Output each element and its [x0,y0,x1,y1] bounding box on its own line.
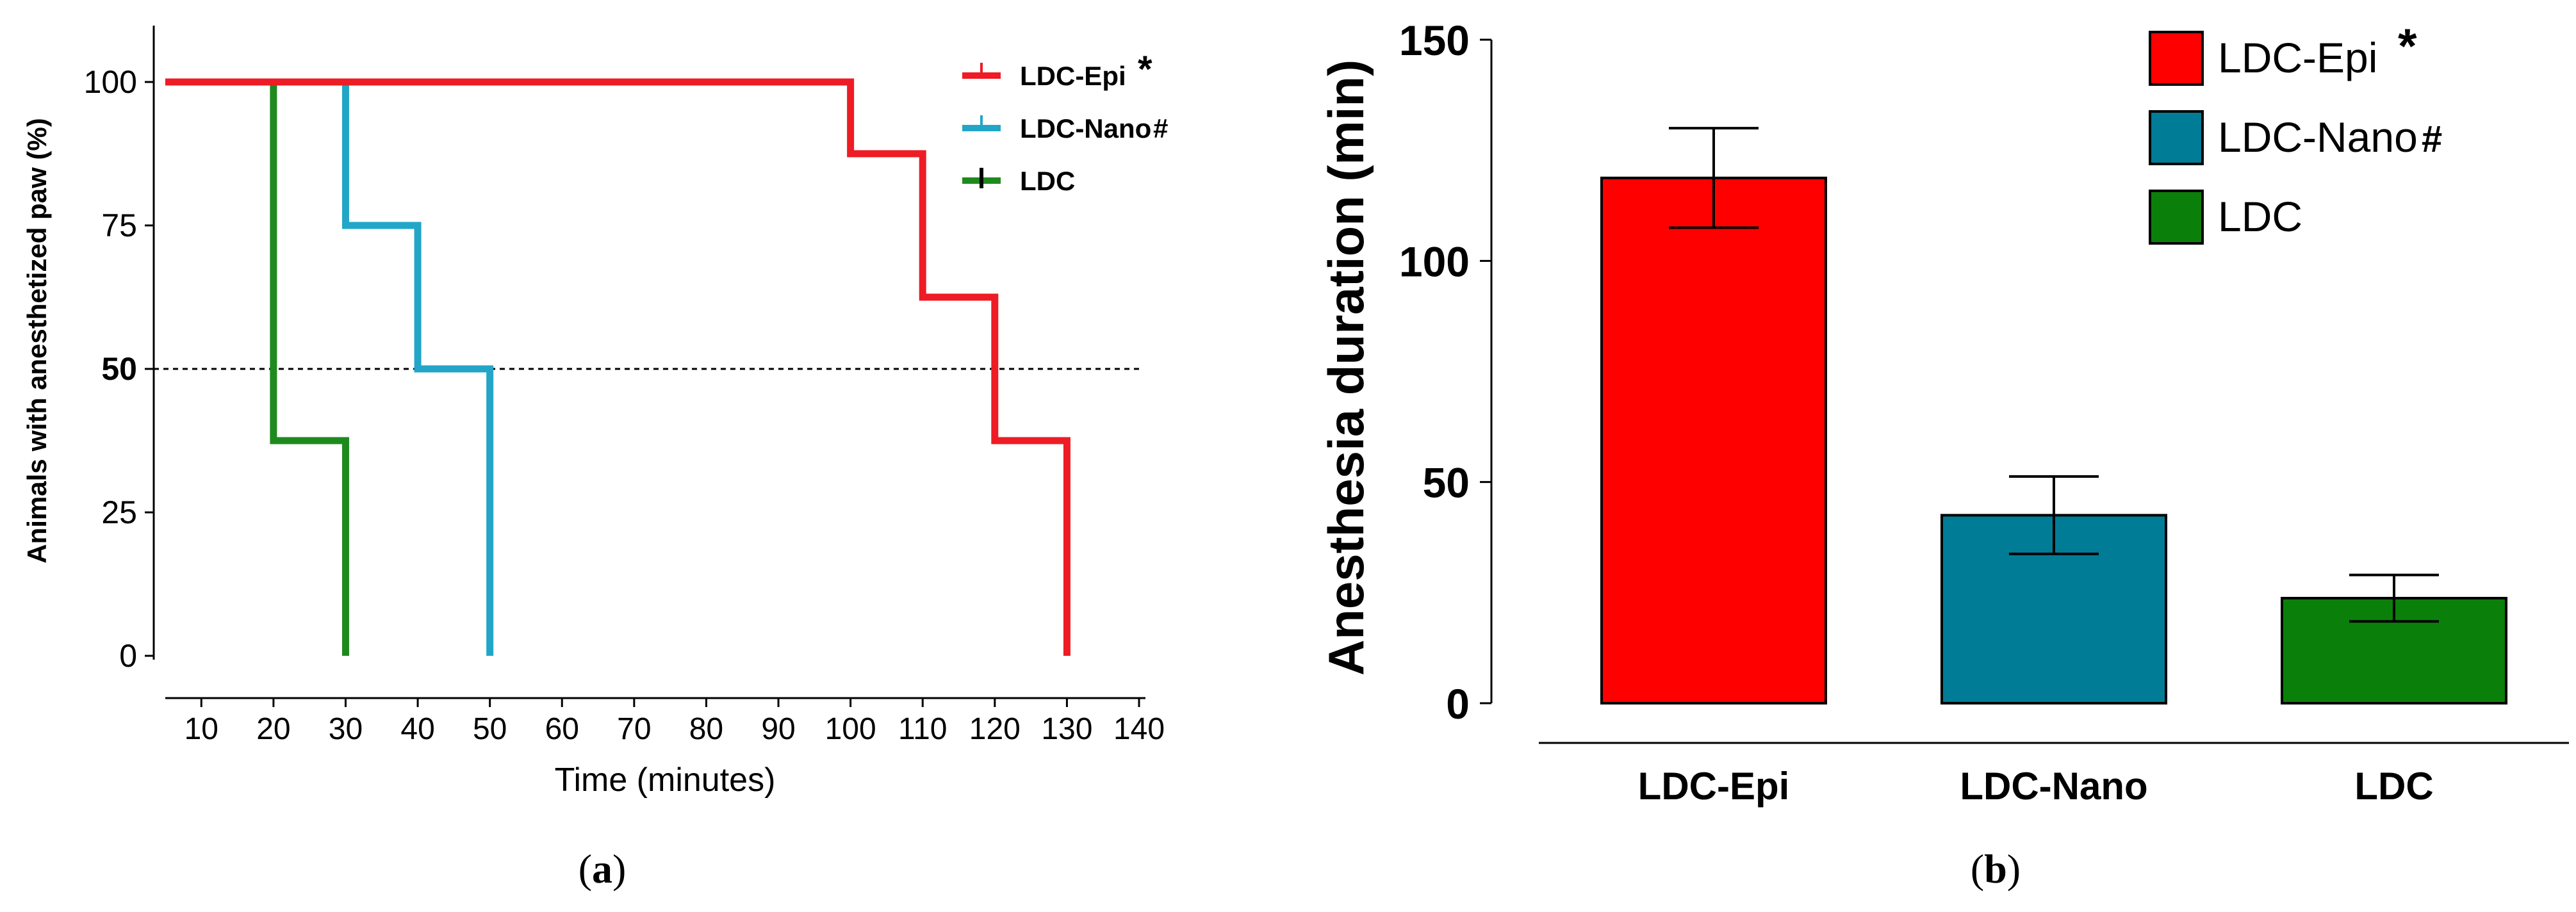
legend-label-ldc: LDC [2218,193,2302,240]
series-line-ldc-epi [165,78,1071,656]
legend-marker: # [2422,118,2442,160]
x-tick-label: 100 [825,712,876,746]
axes [1480,38,2569,744]
series-line-ldc-nano [273,78,494,656]
y-tick-label: 100 [1399,238,1470,285]
panel-b-caption: (b) [1971,846,2021,892]
axes [145,26,1145,707]
legend-label-ldc-epi: LDC-Epi [1020,61,1126,91]
legend-marker: # [1153,113,1168,143]
x-tick-label: 60 [545,712,579,746]
bars [1600,176,2507,705]
y-tick-label: 50 [101,351,137,387]
x-tick-label: 20 [256,712,290,746]
x-tick-label: 10 [185,712,218,746]
x-axis-title: Time (minutes) [555,761,776,799]
bar-ldc-epi [1600,176,1827,705]
x-tick-label: LDC [2354,765,2433,808]
legend-label-ldc: LDC [1020,166,1075,196]
x-tick-labels: LDC-Epi LDC-Nano LDC [1638,765,2434,808]
y-tick-label: 100 [84,64,137,100]
legend: LDC-Epi * LDC-Nano # LDC [2149,19,2442,245]
series-line-ldc [270,82,349,656]
y-axis-title: Animals with anesthetized paw (%) [22,118,52,563]
x-tick-labels: 10 20 30 40 50 60 70 80 90 100 110 120 130 140 [185,712,1165,746]
x-tick-label: 50 [473,712,507,746]
legend-label-ldc-nano: LDC-Nano [1020,113,1151,143]
legend-label-ldc-epi: LDC-Epi [2218,34,2377,81]
x-tick-label: 110 [898,712,948,746]
x-tick-label: 80 [689,712,723,746]
error-bars [1669,127,2439,623]
legend-swatch-ldc-nano [2149,110,2204,165]
legend-label-ldc-nano: LDC-Nano [2218,113,2418,161]
y-tick-label: 50 [1423,459,1470,507]
x-tick-label: LDC-Epi [1638,765,1790,808]
panel-a-km-chart: 0 25 50 75 100 10 20 30 40 50 60 70 80 90 100 110 120 13… [22,26,1168,892]
panel-a-caption: (a) [578,846,627,892]
x-tick-label: 40 [400,712,434,746]
x-tick-label: 30 [329,712,363,746]
x-tick-label: 140 [1113,712,1165,746]
legend-swatch-ldc-epi [2149,31,2204,86]
x-tick-label: 120 [969,712,1021,746]
x-tick-label: 130 [1041,712,1092,746]
legend-swatch-ldc [2149,190,2204,245]
x-tick-label: LDC-Nano [1960,765,2147,808]
legend-marker: * [2398,19,2417,74]
y-tick-label: 25 [101,494,137,530]
y-tick-label: 150 [1399,17,1470,64]
series-lines [165,78,1071,656]
y-tick-labels: 0 50 100 150 [1399,17,1470,728]
legend: LDC-Epi * LDC-Nano # LDC [962,49,1168,196]
y-axis-title: Anesthesia duration (min) [1318,60,1374,676]
legend-marker: * [1138,49,1153,90]
x-tick-label: 70 [617,712,651,746]
y-tick-label: 0 [1446,680,1470,728]
x-tick-label: 90 [761,712,795,746]
y-tick-label: 75 [101,208,137,243]
y-tick-label: 0 [119,638,137,674]
y-tick-labels: 0 25 50 75 100 [84,64,137,674]
